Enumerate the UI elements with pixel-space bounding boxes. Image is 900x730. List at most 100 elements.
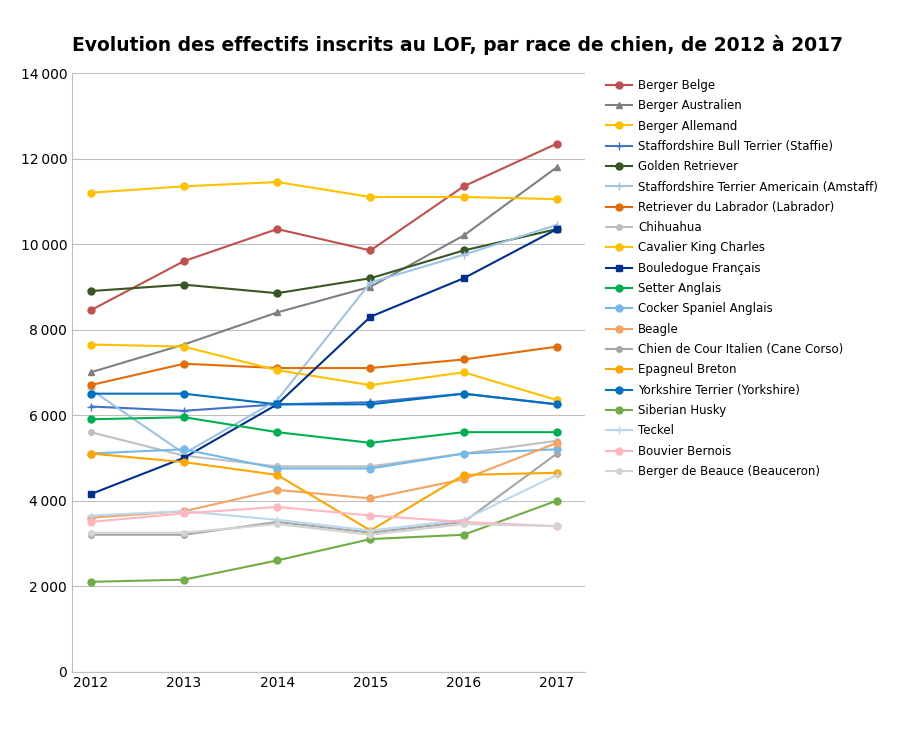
Bouledogue Français bbox=[272, 400, 283, 409]
Cocker Spaniel Anglais bbox=[86, 449, 96, 458]
Golden Retriever bbox=[552, 225, 562, 234]
Bouledogue Français bbox=[458, 274, 469, 283]
Retriever du Labrador (Labrador) bbox=[552, 342, 562, 351]
Bouvier Bernois bbox=[552, 522, 562, 531]
Beagle bbox=[365, 494, 376, 503]
Staffordshire Bull Terrier (Staffie) bbox=[272, 400, 283, 409]
Bouvier Bernois bbox=[178, 509, 189, 518]
Golden Retriever bbox=[365, 274, 376, 283]
Line: Chihuahua: Chihuahua bbox=[88, 429, 560, 469]
Bouledogue Français bbox=[365, 312, 376, 321]
Setter Anglais bbox=[272, 428, 283, 437]
Setter Anglais bbox=[365, 439, 376, 447]
Line: Berger Australien: Berger Australien bbox=[87, 164, 561, 376]
Text: Evolution des effectifs inscrits au LOF, par race de chien, de 2012 à 2017: Evolution des effectifs inscrits au LOF,… bbox=[72, 35, 843, 55]
Berger de Beauce (Beauceron) bbox=[272, 520, 283, 529]
Berger Allemand bbox=[272, 177, 283, 186]
Berger Australien bbox=[86, 368, 96, 377]
Setter Anglais bbox=[86, 415, 96, 423]
Setter Anglais bbox=[178, 413, 189, 422]
Chihuahua bbox=[86, 428, 96, 437]
Berger Allemand bbox=[552, 195, 562, 204]
Staffordshire Bull Terrier (Staffie) bbox=[458, 389, 469, 398]
Siberian Husky bbox=[552, 496, 562, 505]
Cavalier King Charles bbox=[86, 340, 96, 349]
Berger de Beauce (Beauceron) bbox=[552, 522, 562, 531]
Epagneul Breton bbox=[365, 526, 376, 535]
Chien de Cour Italien (Cane Corso) bbox=[365, 529, 376, 537]
Teckel bbox=[552, 471, 562, 480]
Chien de Cour Italien (Cane Corso) bbox=[86, 531, 96, 539]
Beagle bbox=[458, 474, 469, 483]
Line: Golden Retriever: Golden Retriever bbox=[87, 226, 561, 296]
Chien de Cour Italien (Cane Corso) bbox=[552, 449, 562, 458]
Line: Yorkshire Terrier (Yorkshire): Yorkshire Terrier (Yorkshire) bbox=[87, 391, 561, 408]
Bouledogue Français bbox=[552, 225, 562, 234]
Cocker Spaniel Anglais bbox=[272, 464, 283, 473]
Berger Allemand bbox=[458, 193, 469, 201]
Line: Beagle: Beagle bbox=[87, 439, 561, 521]
Setter Anglais bbox=[458, 428, 469, 437]
Bouvier Bernois bbox=[272, 502, 283, 511]
Yorkshire Terrier (Yorkshire) bbox=[458, 389, 469, 398]
Chihuahua bbox=[178, 451, 189, 460]
Line: Siberian Husky: Siberian Husky bbox=[87, 497, 561, 585]
Beagle bbox=[86, 513, 96, 522]
Bouvier Bernois bbox=[365, 511, 376, 520]
Cavalier King Charles bbox=[178, 342, 189, 351]
Beagle bbox=[272, 485, 283, 494]
Berger Australien bbox=[365, 283, 376, 291]
Line: Bouledogue Français: Bouledogue Français bbox=[87, 226, 561, 498]
Retriever du Labrador (Labrador) bbox=[86, 381, 96, 390]
Siberian Husky bbox=[272, 556, 283, 565]
Teckel bbox=[272, 515, 283, 524]
Line: Epagneul Breton: Epagneul Breton bbox=[87, 450, 561, 534]
Staffordshire Terrier Americain (Amstaff) bbox=[365, 278, 376, 287]
Berger Belge bbox=[458, 182, 469, 191]
Cavalier King Charles bbox=[365, 381, 376, 390]
Chihuahua bbox=[552, 437, 562, 445]
Siberian Husky bbox=[365, 534, 376, 543]
Line: Berger de Beauce (Beauceron): Berger de Beauce (Beauceron) bbox=[88, 521, 560, 537]
Berger Belge bbox=[365, 246, 376, 255]
Cocker Spaniel Anglais bbox=[552, 445, 562, 453]
Line: Retriever du Labrador (Labrador): Retriever du Labrador (Labrador) bbox=[87, 343, 561, 388]
Siberian Husky bbox=[458, 531, 469, 539]
Cavalier King Charles bbox=[272, 366, 283, 374]
Legend: Berger Belge, Berger Australien, Berger Allemand, Staffordshire Bull Terrier (St: Berger Belge, Berger Australien, Berger … bbox=[607, 79, 878, 478]
Berger Allemand bbox=[86, 188, 96, 197]
Line: Setter Anglais: Setter Anglais bbox=[87, 414, 561, 446]
Golden Retriever bbox=[272, 289, 283, 298]
Teckel bbox=[178, 507, 189, 515]
Berger Belge bbox=[178, 257, 189, 266]
Cavalier King Charles bbox=[458, 368, 469, 377]
Bouledogue Français bbox=[86, 490, 96, 499]
Berger Australien bbox=[178, 340, 189, 349]
Chihuahua bbox=[458, 449, 469, 458]
Berger Allemand bbox=[178, 182, 189, 191]
Line: Bouvier Bernois: Bouvier Bernois bbox=[87, 504, 561, 530]
Line: Chien de Cour Italien (Cane Corso): Chien de Cour Italien (Cane Corso) bbox=[88, 450, 560, 537]
Berger de Beauce (Beauceron) bbox=[86, 529, 96, 537]
Yorkshire Terrier (Yorkshire) bbox=[365, 400, 376, 409]
Yorkshire Terrier (Yorkshire) bbox=[272, 400, 283, 409]
Staffordshire Bull Terrier (Staffie) bbox=[365, 398, 376, 407]
Golden Retriever bbox=[178, 280, 189, 289]
Line: Cocker Spaniel Anglais: Cocker Spaniel Anglais bbox=[87, 446, 561, 472]
Cavalier King Charles bbox=[552, 396, 562, 404]
Chien de Cour Italien (Cane Corso) bbox=[458, 518, 469, 526]
Line: Staffordshire Bull Terrier (Staffie): Staffordshire Bull Terrier (Staffie) bbox=[86, 390, 562, 415]
Berger Australien bbox=[458, 231, 469, 240]
Berger Belge bbox=[272, 225, 283, 234]
Berger de Beauce (Beauceron) bbox=[365, 531, 376, 539]
Line: Staffordshire Terrier Americain (Amstaff): Staffordshire Terrier Americain (Amstaff… bbox=[86, 220, 562, 458]
Staffordshire Bull Terrier (Staffie) bbox=[552, 400, 562, 409]
Berger Belge bbox=[86, 306, 96, 315]
Retriever du Labrador (Labrador) bbox=[178, 359, 189, 368]
Staffordshire Bull Terrier (Staffie) bbox=[178, 407, 189, 415]
Beagle bbox=[178, 507, 189, 515]
Epagneul Breton bbox=[552, 469, 562, 477]
Yorkshire Terrier (Yorkshire) bbox=[86, 389, 96, 398]
Staffordshire Terrier Americain (Amstaff) bbox=[178, 449, 189, 458]
Epagneul Breton bbox=[178, 458, 189, 466]
